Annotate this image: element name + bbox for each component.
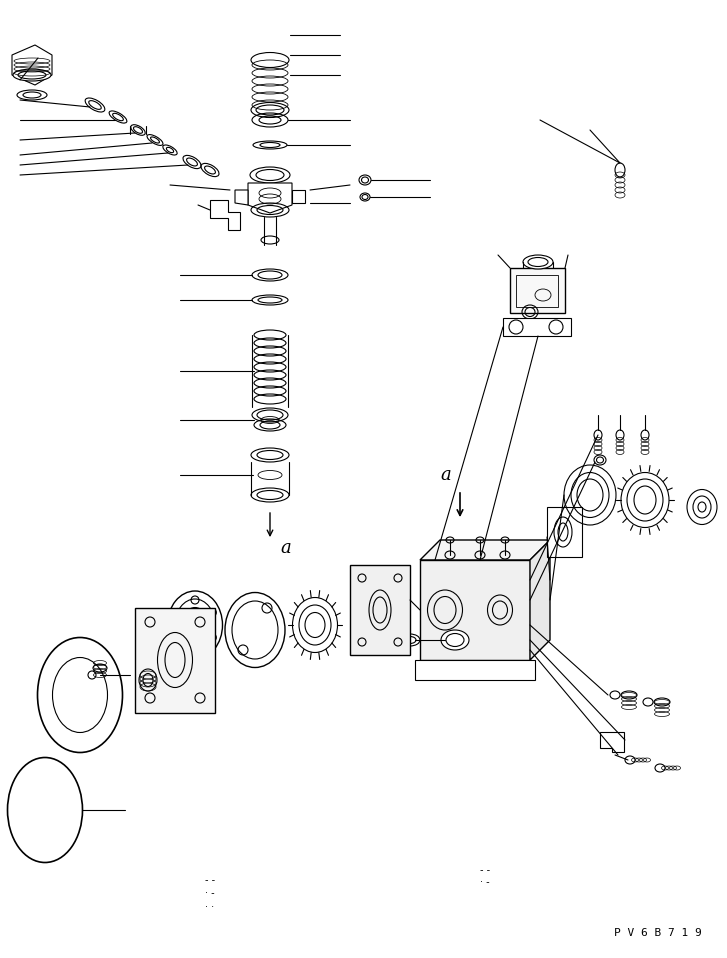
Polygon shape: [530, 540, 550, 660]
Text: a: a: [440, 466, 451, 484]
Bar: [510, 268, 565, 313]
Text: a: a: [280, 539, 291, 557]
Polygon shape: [420, 540, 550, 560]
Ellipse shape: [252, 408, 288, 422]
Polygon shape: [235, 190, 248, 205]
Polygon shape: [420, 560, 530, 660]
Ellipse shape: [251, 448, 289, 462]
Polygon shape: [292, 190, 305, 203]
Ellipse shape: [251, 53, 289, 67]
Polygon shape: [12, 45, 52, 85]
Text: · -: · -: [480, 877, 489, 887]
Text: · -: · -: [205, 888, 214, 898]
Bar: [516, 275, 558, 307]
Polygon shape: [248, 183, 292, 213]
Text: P V 6 B 7 1 9: P V 6 B 7 1 9: [614, 928, 702, 938]
Ellipse shape: [250, 167, 290, 183]
Polygon shape: [600, 732, 624, 752]
Polygon shape: [210, 200, 240, 230]
Ellipse shape: [523, 255, 553, 269]
Bar: [350, 565, 410, 655]
Bar: [415, 660, 535, 680]
Ellipse shape: [13, 69, 51, 81]
Ellipse shape: [441, 630, 469, 650]
Bar: [135, 608, 215, 713]
Text: - -: - -: [480, 865, 490, 875]
Text: - -: - -: [205, 875, 215, 885]
Bar: [503, 318, 571, 336]
Text: · ·: · ·: [205, 902, 214, 912]
Bar: [547, 507, 582, 557]
